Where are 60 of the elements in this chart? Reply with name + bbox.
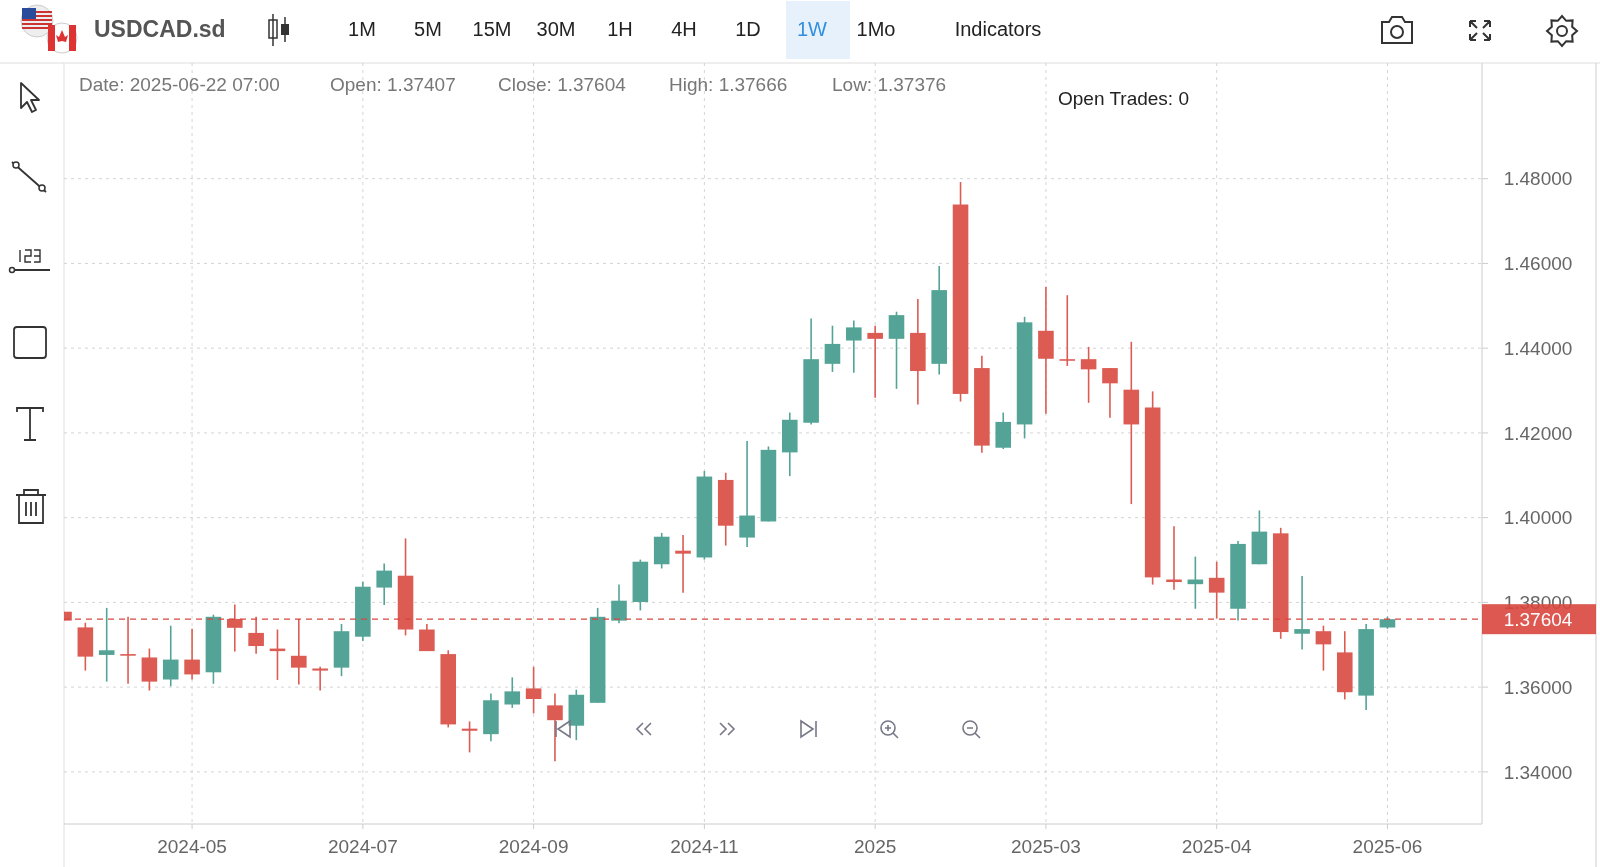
y-tick-label: 1.42000 xyxy=(1503,422,1573,444)
text: 5M xyxy=(414,18,442,40)
chart-title: USDCAD.sd xyxy=(94,16,226,43)
candlestick xyxy=(461,720,478,754)
y-tick-label: 1.48000 xyxy=(1503,168,1573,190)
text: 15M xyxy=(472,18,512,40)
candlestick xyxy=(1102,367,1118,419)
annotation: Low: 1.37376 xyxy=(832,73,947,95)
candlestick xyxy=(376,562,392,606)
candlestick xyxy=(547,692,563,763)
x-tick-label: 2025-06 xyxy=(1352,835,1423,857)
annotation: Open Trades: 0 xyxy=(1058,87,1189,109)
text: 1M xyxy=(348,18,376,40)
candlestick xyxy=(184,627,200,681)
text: 30M xyxy=(536,18,576,40)
candlestick xyxy=(226,603,243,653)
ref-line-label: 1.37604 xyxy=(1503,608,1573,630)
x-tick-label: 2024-11 xyxy=(670,835,739,857)
text: 1Mo xyxy=(856,18,896,40)
candlestick xyxy=(1208,560,1225,620)
x-tick-label: 2024-05 xyxy=(157,835,227,857)
candlestick xyxy=(162,624,179,688)
text: 4H xyxy=(671,18,697,40)
x-tick-label: 2024-07 xyxy=(327,835,398,857)
candlestick xyxy=(867,324,883,399)
candlestick xyxy=(1294,575,1310,651)
annotation: Date: 2025-06-22 07:00 xyxy=(79,73,280,95)
candlestick xyxy=(739,440,755,548)
x-tick-label: 2025-03 xyxy=(1011,835,1081,857)
candlestick xyxy=(98,607,115,683)
text: 1H xyxy=(607,18,633,40)
y-tick-label: 1.46000 xyxy=(1503,253,1573,275)
text: 1D xyxy=(735,18,761,40)
x-tick-label: 2025 xyxy=(854,835,897,857)
x-tick-label: 2025-04 xyxy=(1181,835,1252,857)
y-tick-label: 1.44000 xyxy=(1503,337,1573,359)
candlestick xyxy=(504,676,521,709)
candlestick xyxy=(888,310,905,390)
annotation: Open: 1.37407 xyxy=(330,73,456,95)
annotation: Close: 1.37604 xyxy=(498,73,627,95)
text: Indicators xyxy=(954,18,1042,40)
candlestick xyxy=(120,616,136,685)
candlestick xyxy=(1080,346,1097,404)
y-tick-label: 1.40000 xyxy=(1503,507,1573,529)
candlestick xyxy=(824,324,841,373)
candlestick xyxy=(291,618,307,686)
candlestick xyxy=(675,534,691,594)
text: 1W xyxy=(797,18,828,40)
candlestick xyxy=(1059,294,1076,367)
annotation: High: 1.37666 xyxy=(669,73,788,95)
candlestick xyxy=(611,583,627,624)
candlestick xyxy=(248,616,264,655)
candlestick xyxy=(525,666,542,715)
candlestick xyxy=(846,319,862,374)
y-tick-label: 1.36000 xyxy=(1503,676,1573,698)
candlestick xyxy=(312,666,328,692)
candlestick xyxy=(419,623,435,652)
x-tick-label: 2024-09 xyxy=(498,835,569,857)
y-tick-label: 1.34000 xyxy=(1503,761,1573,783)
candlestick xyxy=(1315,624,1332,672)
